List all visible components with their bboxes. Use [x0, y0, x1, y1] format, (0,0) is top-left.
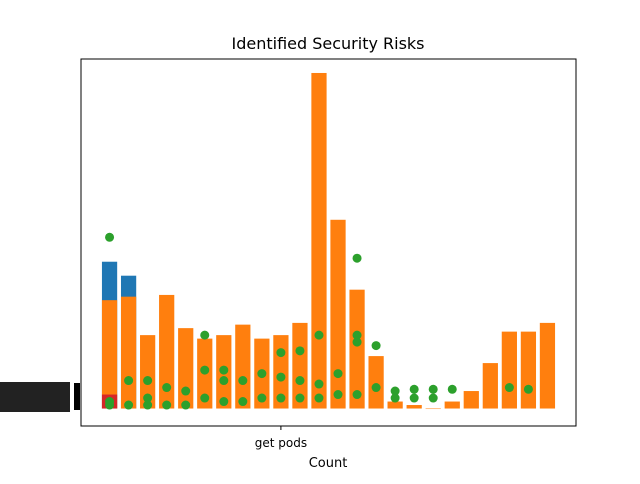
bar: [349, 289, 365, 409]
scatter-point: [295, 393, 305, 403]
scatter-point: [523, 384, 533, 394]
bar: [520, 331, 537, 409]
scatter-point: [181, 386, 191, 396]
scatter-point: [276, 348, 286, 358]
scatter-point: [238, 376, 248, 386]
scatter-point: [219, 376, 229, 386]
scatter-point: [276, 393, 286, 403]
scatter-point: [219, 365, 229, 375]
scatter-point: [352, 390, 362, 400]
scatter-point: [314, 330, 324, 340]
bar: [482, 363, 498, 409]
overlapping-y-labels: [0, 382, 80, 412]
scatter-point: [200, 365, 210, 375]
scatter-point: [333, 390, 343, 400]
scatter-point: [352, 337, 362, 347]
bar: [387, 401, 403, 409]
plot-area: [101, 72, 556, 410]
scatter-point: [200, 393, 210, 403]
scatter-point: [295, 346, 305, 356]
chart-title: Identified Security Risks: [231, 34, 424, 53]
x-axis-label: Count: [309, 456, 348, 471]
scatter-point: [181, 400, 191, 410]
scatter-point: [295, 376, 305, 386]
bar: [330, 219, 346, 409]
bar: [140, 335, 156, 409]
label-clutter: [0, 382, 70, 412]
scatter-point: [409, 393, 419, 403]
scatter-point: [257, 369, 267, 379]
scatter-point: [352, 330, 362, 340]
axes-frame: [80, 58, 577, 427]
bar: [120, 296, 137, 409]
bar: [159, 294, 175, 409]
scatter-point: [105, 232, 115, 242]
bar: [501, 331, 517, 409]
bar: [292, 322, 308, 409]
scatter-point: [124, 400, 134, 410]
scatter-point: [162, 383, 172, 393]
bar: [425, 408, 441, 410]
bar: [101, 300, 118, 409]
bar: [311, 72, 327, 409]
scatter-point: [390, 386, 400, 396]
bar: [235, 324, 251, 409]
label-clutter: [74, 383, 80, 410]
scatter-point: [143, 400, 153, 410]
scatter-point: [428, 393, 438, 403]
scatter-point: [504, 383, 514, 393]
bar: [368, 356, 384, 409]
bar: [444, 401, 460, 409]
scatter-point: [428, 384, 438, 394]
scatter-point: [390, 393, 400, 403]
scatter-point: [124, 376, 134, 386]
scatter-point: [314, 393, 324, 403]
scatter-point: [143, 393, 153, 403]
scatter-point: [276, 372, 286, 382]
scatter-point: [409, 384, 419, 394]
scatter-point: [219, 397, 229, 407]
scatter-point: [238, 397, 248, 407]
scatter-point: [105, 397, 115, 407]
scatter-point: [314, 379, 324, 389]
scatter-point: [162, 400, 172, 410]
bar: [463, 391, 479, 409]
scatter-point: [143, 376, 153, 386]
bar: [539, 322, 556, 409]
scatter-point: [371, 383, 381, 393]
scatter-point: [333, 369, 343, 379]
scatter-point: [200, 330, 210, 340]
bar: [406, 405, 422, 409]
scatter-point: [352, 253, 362, 263]
scatter-point: [371, 341, 381, 351]
scatter-point: [447, 384, 457, 394]
scatter-point: [257, 393, 267, 403]
x-tick-label: get pods: [255, 436, 307, 450]
bar: [178, 328, 194, 409]
